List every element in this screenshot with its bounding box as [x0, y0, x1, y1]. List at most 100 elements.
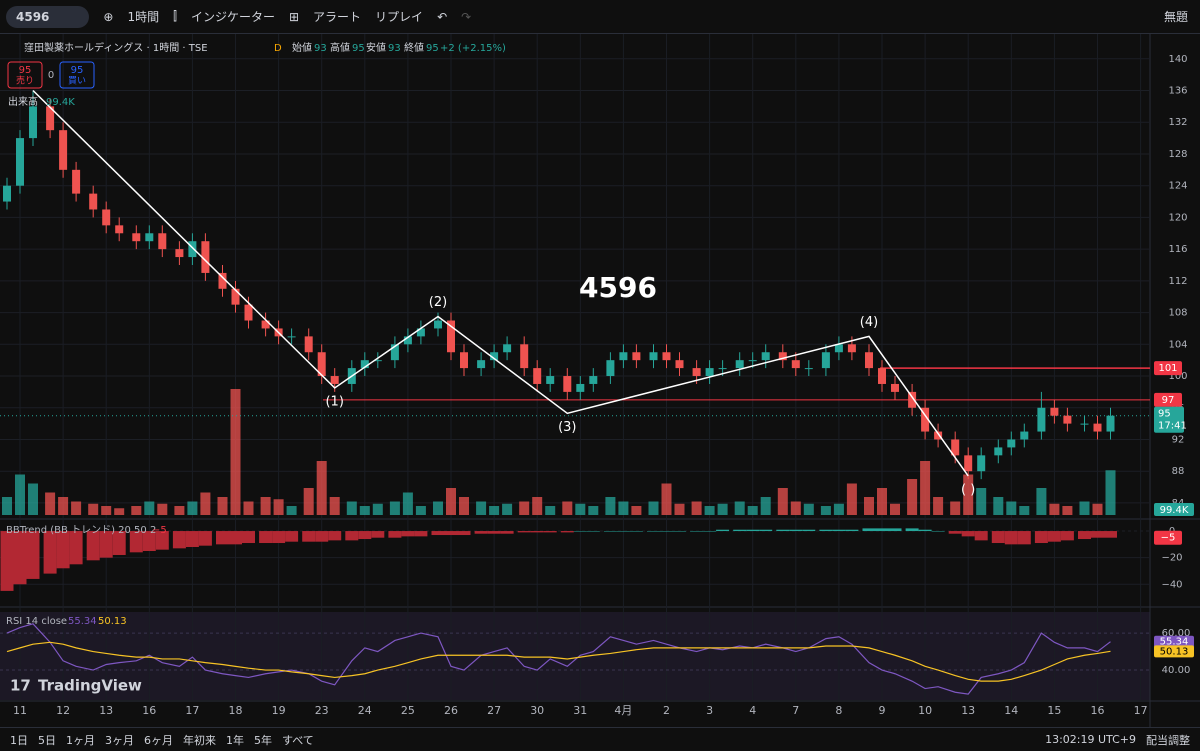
buy-button[interactable]	[59, 61, 95, 89]
alert[interactable]: アラート	[313, 10, 362, 24]
bbtrend-bar	[530, 531, 544, 533]
indicators[interactable]: インジケーター	[190, 10, 275, 24]
volume-bar	[575, 503, 586, 515]
volume-bar	[820, 506, 831, 515]
add-symbol[interactable]: ⊕	[103, 9, 114, 24]
bbtrend-bar	[560, 531, 574, 533]
bbtrend-bar	[931, 531, 945, 532]
adjust-toggle[interactable]: 配当調整	[1146, 733, 1190, 747]
range-button[interactable]: 1ヶ月	[66, 733, 95, 747]
candle-body	[460, 352, 468, 369]
price-tick-label: 100	[1168, 371, 1187, 382]
bbtrend-bar	[500, 531, 514, 534]
volume-bar	[661, 483, 672, 515]
rsi-value-label: 50.13	[1160, 646, 1189, 657]
buy-label: 買い	[68, 76, 86, 87]
candle-body	[705, 368, 714, 377]
volume-bar	[476, 501, 487, 515]
range-button[interactable]: 5日	[38, 733, 56, 747]
logo-mark: 17	[10, 677, 31, 695]
candle-body	[244, 304, 253, 321]
bbtrend-bar	[112, 531, 126, 555]
bbtrend-bar	[1047, 531, 1061, 542]
volume-bar	[15, 474, 25, 515]
candle-body	[503, 344, 512, 353]
candle-body	[546, 376, 555, 384]
range-button[interactable]: 3ヶ月	[105, 733, 134, 747]
bbtrend-bar	[703, 531, 717, 532]
bbtrend-bar	[229, 531, 242, 545]
volume-bar	[316, 461, 327, 515]
bbtrend-bar	[905, 528, 919, 532]
undo[interactable]: ↶	[437, 9, 448, 24]
date-label: 17	[185, 704, 199, 717]
symbol-search[interactable]: 4596	[6, 5, 90, 28]
candle-body	[115, 225, 124, 234]
chart-type[interactable]: ⫿	[173, 9, 177, 23]
volume-bar	[88, 503, 99, 515]
volume-bar	[648, 501, 659, 515]
chart: 8488929610010410811211612012412813213614…	[0, 34, 1200, 727]
bbtrend-bar	[1034, 531, 1048, 544]
layout-name[interactable]: 無題	[1163, 10, 1188, 24]
sell-button[interactable]	[7, 61, 43, 89]
clock[interactable]: 13:02:19 UTC+9	[1045, 733, 1136, 746]
wave-label: (4)	[860, 315, 878, 330]
volume-bar	[346, 501, 357, 515]
wave-label: (1)	[325, 394, 343, 409]
redo[interactable]: ↷	[461, 9, 472, 24]
volume-bar	[618, 501, 629, 515]
price-tick-label: 104	[1168, 339, 1187, 350]
volume-bar	[760, 497, 771, 515]
bbtrend-bar	[142, 531, 156, 551]
range-button[interactable]: 5年	[254, 733, 272, 747]
volume-bar	[1079, 501, 1090, 515]
range-button[interactable]: 6ヶ月	[144, 733, 173, 747]
bbtrend-bar	[272, 531, 286, 544]
legend-item: 95	[426, 43, 439, 54]
annotation: 4596	[579, 271, 657, 304]
templates[interactable]: ⊞	[288, 9, 300, 24]
buy-price: 95	[71, 65, 84, 76]
candle-body	[477, 360, 486, 369]
replay[interactable]: リプレイ	[375, 10, 424, 24]
bb-value-label: −5	[1161, 533, 1176, 544]
date-label: 4月	[614, 704, 632, 717]
candle-body	[675, 360, 684, 369]
bbtrend-bar	[647, 531, 660, 532]
date-label: 23	[315, 704, 329, 717]
bbtrend-bar	[733, 529, 747, 532]
candle-body	[59, 130, 68, 170]
bbtrend-bar	[474, 531, 488, 534]
volume-bar	[446, 488, 456, 515]
bbtrend-bar	[172, 531, 186, 549]
range-button[interactable]: すべて	[282, 733, 314, 747]
rsi-value-box	[1154, 645, 1194, 658]
bbtrend-bar	[129, 531, 143, 553]
interval[interactable]: 1時間	[127, 10, 160, 24]
volume-bar	[1049, 503, 1060, 515]
candle-body	[447, 320, 455, 353]
bbtrend-bar	[1078, 531, 1091, 540]
volume-bar	[71, 501, 82, 515]
date-label: 27	[487, 704, 501, 717]
bbtrend-bar	[991, 531, 1005, 544]
volume-bar	[187, 501, 198, 515]
volume-bar	[415, 506, 426, 515]
bbtrend-bar	[862, 528, 876, 532]
candle-body	[878, 368, 886, 384]
volume-bar	[790, 501, 801, 515]
current-price-box	[1154, 406, 1184, 433]
date-label: 14	[1004, 704, 1018, 717]
range-button[interactable]: 1日	[10, 733, 28, 747]
date-label: 9	[879, 704, 886, 717]
volume-bar	[101, 506, 112, 515]
range-button[interactable]: 年初来	[183, 733, 216, 747]
bbtrend-bar	[285, 531, 299, 542]
bbtrend-bar	[242, 531, 255, 544]
candle-body	[317, 352, 326, 377]
date-label: 7	[792, 704, 799, 717]
range-button[interactable]: 1年	[226, 733, 244, 747]
sell-label: 売り	[16, 75, 34, 87]
candle-body	[748, 360, 757, 362]
